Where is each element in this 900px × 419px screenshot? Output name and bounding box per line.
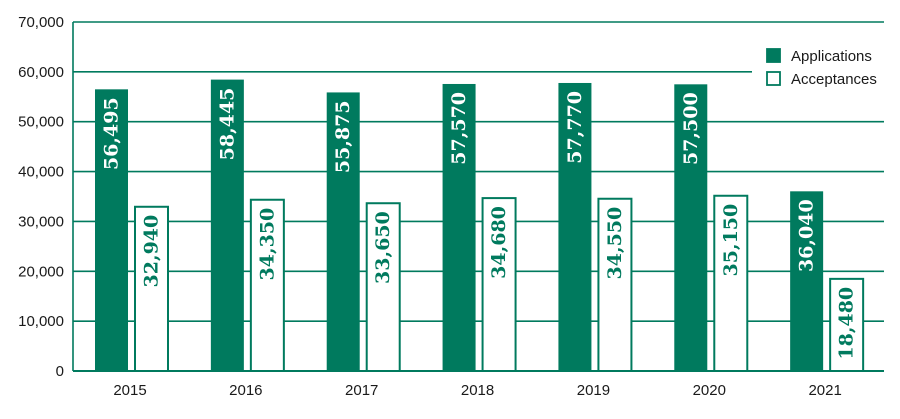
x-tick-label: 2016 <box>229 382 262 399</box>
y-tick-label: 0 <box>56 363 64 380</box>
bar-acceptances <box>597 197 633 372</box>
y-tick-label: 60,000 <box>18 64 64 81</box>
data-label-applications: 58,445 <box>216 88 238 161</box>
bar-acceptances <box>365 202 401 372</box>
grid-lines <box>72 21 884 372</box>
legend: Applications Acceptances <box>752 39 887 91</box>
x-tick-label: 2018 <box>461 382 494 399</box>
bars <box>95 79 865 373</box>
y-tick-label: 10,000 <box>18 313 64 330</box>
x-tick-label: 2020 <box>693 382 726 399</box>
x-tick-label: 2017 <box>345 382 378 399</box>
x-tick-label: 2015 <box>113 382 146 399</box>
bar-applications <box>558 82 592 372</box>
y-tick-label: 40,000 <box>18 164 64 181</box>
x-tick-label: 2021 <box>808 382 841 399</box>
bar-applications <box>442 83 476 372</box>
bar-acceptances <box>134 205 169 372</box>
data-label-applications: 56,495 <box>101 97 123 170</box>
bar-acceptances <box>249 198 285 372</box>
data-labels: 56,495 32,940 58,445 34,350 55,875 33,650 57,5… <box>101 88 858 360</box>
data-label-acceptances: 34,350 <box>256 208 278 281</box>
x-tick-label: 2019 <box>577 382 610 399</box>
bar-applications <box>790 191 824 371</box>
data-label-acceptances: 35,150 <box>720 204 742 277</box>
bar-acceptances <box>481 197 517 372</box>
bar-acceptances <box>713 194 749 372</box>
data-label-acceptances: 34,550 <box>604 207 626 280</box>
bar-applications <box>210 79 244 372</box>
data-label-applications: 57,770 <box>564 91 586 164</box>
bar-applications <box>95 89 128 372</box>
legend-swatch <box>766 71 781 86</box>
legend-swatch <box>766 48 781 63</box>
data-label-acceptances: 32,940 <box>141 215 163 288</box>
y-tick-label: 50,000 <box>18 114 64 131</box>
data-label-acceptances: 18,480 <box>836 287 858 360</box>
bar-acceptances <box>829 277 865 373</box>
data-label-applications: 57,570 <box>448 92 470 165</box>
data-label-acceptances: 34,680 <box>488 206 510 279</box>
data-label-applications: 57,500 <box>680 92 702 165</box>
x-axis-ticks: 2015 2016 2017 2018 2019 2020 2021 <box>113 382 842 399</box>
data-label-acceptances: 33,650 <box>372 211 394 284</box>
y-tick-label: 70,000 <box>18 14 64 31</box>
y-tick-label: 30,000 <box>18 213 64 230</box>
data-label-applications: 36,040 <box>796 199 818 272</box>
bar-applications <box>674 84 708 372</box>
bar-applications <box>326 92 360 371</box>
y-tick-label: 20,000 <box>18 263 64 280</box>
legend-label: Acceptances <box>791 71 877 88</box>
y-axis-ticks: 0 10,000 20,000 30,000 40,000 50,000 60,000 70,… <box>18 14 64 380</box>
legend-label: Applications <box>791 48 872 65</box>
data-label-applications: 55,875 <box>332 100 354 173</box>
